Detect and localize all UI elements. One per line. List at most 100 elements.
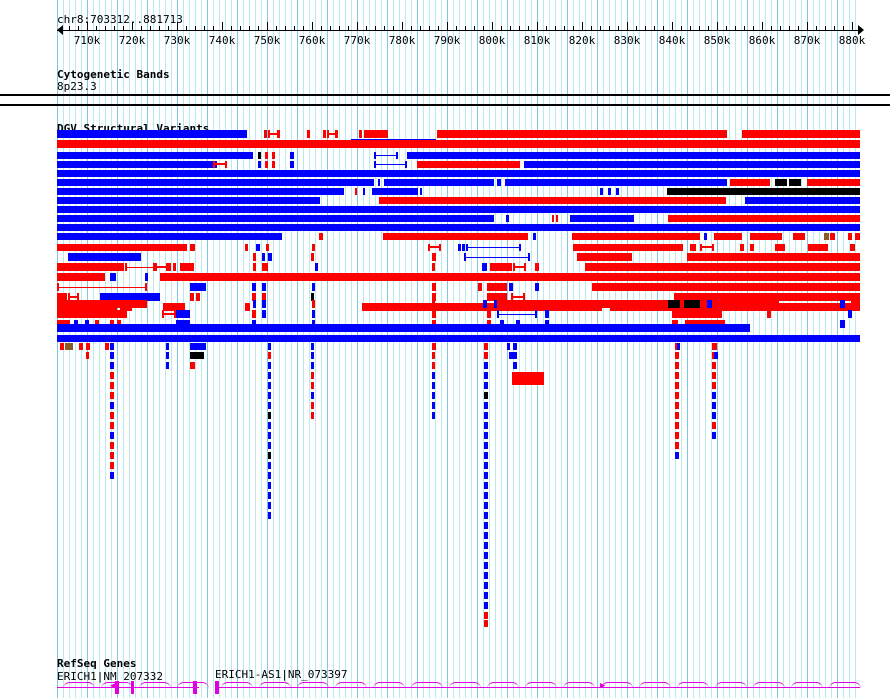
variant-segment[interactable]: [180, 263, 194, 271]
variant-paired-glyph[interactable]: [68, 293, 79, 301]
variant-row[interactable]: [0, 273, 890, 281]
variant-segment[interactable]: [315, 263, 318, 271]
variant-segment[interactable]: [675, 372, 679, 379]
variant-segment[interactable]: [505, 179, 727, 186]
variant-segment[interactable]: [789, 179, 801, 186]
variant-segment[interactable]: [262, 293, 266, 301]
variant-segment[interactable]: [57, 233, 282, 240]
variant-segment[interactable]: [190, 244, 195, 251]
variant-segment[interactable]: [497, 300, 779, 308]
variant-row[interactable]: [0, 343, 890, 350]
variant-segment[interactable]: [110, 452, 114, 459]
variant-segment[interactable]: [675, 382, 679, 389]
variant-segment[interactable]: [484, 522, 488, 529]
variant-segment[interactable]: [311, 372, 314, 379]
variant-segment[interactable]: [437, 130, 727, 138]
variant-segment[interactable]: [494, 300, 498, 308]
variant-segment[interactable]: [311, 352, 314, 359]
variant-segment[interactable]: [364, 130, 388, 138]
erich1-exon[interactable]: [131, 681, 134, 694]
variant-segment[interactable]: [793, 233, 805, 240]
variant-segment[interactable]: [57, 224, 860, 231]
variant-segment[interactable]: [110, 382, 114, 389]
variant-segment[interactable]: [513, 362, 517, 369]
variant-segment[interactable]: [512, 372, 544, 379]
variant-segment[interactable]: [245, 303, 250, 311]
variant-segment[interactable]: [712, 343, 717, 350]
variant-segment[interactable]: [311, 253, 314, 261]
variant-segment[interactable]: [677, 343, 680, 350]
variant-segment[interactable]: [484, 422, 488, 429]
variant-segment[interactable]: [675, 412, 679, 419]
variant-segment[interactable]: [110, 432, 114, 439]
variant-segment[interactable]: [312, 310, 315, 318]
variant-row[interactable]: [0, 170, 890, 177]
variant-segment[interactable]: [311, 293, 314, 301]
variant-segment[interactable]: [675, 452, 679, 459]
variant-segment[interactable]: [714, 233, 742, 240]
variant-row[interactable]: [0, 562, 890, 569]
variant-row[interactable]: [0, 352, 890, 359]
gene-label-erich1-as1[interactable]: ERICH1-AS1|NR_073397: [215, 668, 348, 681]
variant-row[interactable]: [0, 324, 890, 332]
variant-segment[interactable]: [268, 512, 271, 519]
variant-segment[interactable]: [484, 620, 488, 627]
variant-segment[interactable]: [432, 263, 435, 271]
variant-segment[interactable]: [484, 612, 488, 619]
variant-row[interactable]: [0, 472, 890, 479]
variant-segment[interactable]: [775, 244, 785, 251]
variant-segment[interactable]: [110, 422, 114, 429]
variant-segment[interactable]: [168, 263, 171, 271]
variant-row[interactable]: [0, 188, 890, 195]
variant-segment[interactable]: [166, 343, 169, 350]
variant-segment[interactable]: [462, 244, 465, 251]
variant-row[interactable]: [0, 206, 890, 213]
variant-segment[interactable]: [268, 482, 271, 489]
variant-paired-glyph[interactable]: [162, 310, 176, 318]
variant-segment[interactable]: [704, 233, 707, 240]
variant-segment[interactable]: [268, 412, 271, 419]
variant-segment[interactable]: [145, 273, 148, 281]
variant-segment[interactable]: [490, 263, 512, 271]
variant-segment[interactable]: [687, 253, 860, 261]
variant-segment[interactable]: [712, 372, 716, 379]
variant-segment[interactable]: [484, 542, 488, 549]
variant-row[interactable]: [0, 552, 890, 559]
variant-segment[interactable]: [483, 300, 487, 308]
variant-segment[interactable]: [311, 382, 314, 389]
variant-segment[interactable]: [272, 161, 275, 168]
variant-segment[interactable]: [690, 244, 696, 251]
variant-row[interactable]: [0, 372, 890, 379]
coordinate-ruler[interactable]: chr8:703312..881713 710k 720k 730k 740k 750k…: [0, 0, 890, 58]
variant-row[interactable]: [0, 197, 890, 204]
variant-segment[interactable]: [432, 362, 435, 369]
variant-segment[interactable]: [110, 273, 116, 281]
variant-segment[interactable]: [585, 263, 630, 271]
variant-segment[interactable]: [577, 253, 632, 261]
variant-segment[interactable]: [573, 244, 683, 251]
variant-segment[interactable]: [684, 300, 700, 308]
variant-row[interactable]: [0, 582, 890, 589]
variant-row[interactable]: [0, 482, 890, 489]
variant-segment[interactable]: [848, 310, 852, 318]
variant-row[interactable]: [0, 612, 890, 619]
variant-segment[interactable]: [672, 310, 722, 318]
variant-segment[interactable]: [432, 253, 436, 261]
erich1-exon[interactable]: [193, 681, 197, 694]
variant-row[interactable]: [0, 224, 890, 231]
variant-row[interactable]: [0, 572, 890, 579]
variant-segment[interactable]: [311, 362, 314, 369]
variant-row[interactable]: [0, 130, 890, 147]
variant-segment[interactable]: [484, 562, 488, 569]
gene-label-erich1[interactable]: ERICH1|NM_207332: [57, 670, 163, 683]
variant-segment[interactable]: [848, 233, 852, 240]
variant-segment[interactable]: [190, 343, 206, 350]
variant-segment[interactable]: [807, 179, 860, 186]
variant-segment[interactable]: [57, 335, 860, 342]
variant-segment[interactable]: [268, 372, 271, 379]
variant-segment[interactable]: [808, 244, 828, 251]
variant-segment[interactable]: [65, 343, 73, 350]
variant-segment[interactable]: [712, 422, 716, 429]
variant-row[interactable]: [0, 442, 890, 449]
variant-segment[interactable]: [497, 179, 501, 186]
